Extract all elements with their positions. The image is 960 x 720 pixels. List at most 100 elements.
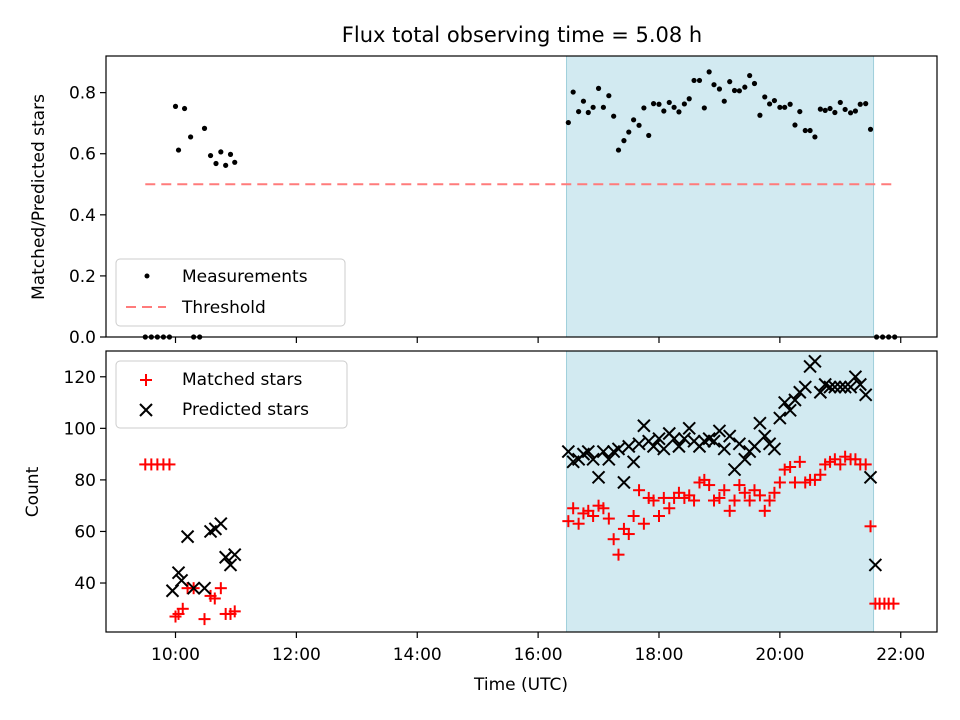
figure-title: Flux total observing time = 5.08 h — [342, 23, 702, 47]
matched-stars-point — [652, 509, 665, 522]
measurement-point — [736, 88, 742, 94]
matched-stars-point — [663, 502, 676, 515]
measurement-point — [650, 101, 657, 107]
bottom-legend: Matched stars Predicted stars — [115, 360, 348, 429]
x-tick-label: 18:00 — [634, 645, 683, 665]
matched-stars-point — [572, 517, 585, 530]
predicted-stars-point — [813, 385, 828, 399]
measurement-point — [181, 105, 188, 112]
matched-stars-point — [597, 502, 610, 515]
matched-stars-point — [707, 494, 720, 507]
matched-stars-point — [169, 610, 182, 623]
predicted-stars-point — [667, 431, 681, 446]
y-tick-label: 0.6 — [69, 145, 96, 165]
matched-stars-point — [208, 592, 221, 605]
y-tick-label: 120 — [64, 368, 96, 388]
measurement-point — [201, 125, 208, 131]
measurement-point — [686, 96, 692, 102]
measurement-point — [711, 82, 717, 88]
measurement-point — [611, 113, 617, 119]
measurement-point — [742, 84, 748, 90]
predicted-stars-point — [682, 421, 696, 436]
measurement-point — [646, 132, 652, 139]
measurement-point — [706, 69, 712, 75]
matched-stars-point — [778, 463, 791, 476]
measurement-point — [863, 101, 869, 107]
predicted-stars-point — [838, 380, 852, 394]
legend-measurements-marker — [144, 273, 150, 279]
measurement-point — [615, 147, 622, 153]
y-tick-label: 0.0 — [69, 328, 96, 348]
predicted-stars-point — [798, 380, 812, 394]
y-tick-label: 80 — [74, 471, 96, 491]
x-tick-label: 10:00 — [151, 645, 200, 665]
top-legend: Measurements Threshold — [115, 258, 346, 327]
matched-stars-point — [828, 453, 841, 466]
measurement-point — [232, 159, 238, 165]
matched-stars-point — [788, 476, 801, 489]
measurement-point — [701, 105, 707, 111]
predicted-stars-point — [767, 442, 782, 456]
measurement-point — [766, 101, 773, 107]
predicted-stars-point — [214, 517, 228, 531]
measurement-point — [172, 103, 179, 109]
predicted-stars-point — [823, 380, 837, 394]
bottom-observing-span — [566, 350, 875, 633]
y-tick-label: 0.2 — [69, 267, 96, 287]
top-y-axis-label: Matched/Predicted stars — [29, 94, 49, 300]
measurement-point — [787, 101, 793, 107]
predicted-stars-point — [171, 565, 186, 580]
matched-stars-point — [718, 484, 731, 497]
measurement-point — [867, 126, 874, 132]
matched-stars-point — [602, 512, 615, 525]
measurement-point — [223, 162, 229, 168]
matched-stars-point — [587, 509, 600, 522]
predicted-stars-point — [722, 429, 737, 443]
matched-stars-point — [176, 602, 189, 615]
measurement-point — [777, 104, 783, 110]
measurement-point — [641, 105, 647, 111]
measurement-point — [857, 101, 863, 107]
predicted-stars-point — [617, 475, 631, 490]
predicted-stars-point — [591, 470, 606, 485]
matched-stars-point — [713, 491, 726, 504]
matched-stars-point — [627, 509, 640, 522]
legend-measurements-label: Measurements — [182, 267, 308, 287]
predicted-stars-point — [843, 380, 858, 394]
predicted-stars-point — [174, 573, 189, 588]
measurement-point — [792, 122, 798, 128]
predicted-stars-point — [632, 437, 646, 451]
matched-stars-point — [834, 458, 847, 471]
predicted-stars-point — [788, 393, 802, 407]
measurement-point — [681, 101, 687, 107]
measurement-point — [580, 98, 587, 104]
matched-stars-point — [887, 597, 900, 610]
predicted-stars-point — [738, 452, 752, 466]
measurement-point — [771, 97, 778, 104]
top-legend-box — [115, 258, 346, 327]
measurement-point — [626, 129, 632, 135]
measurement-point — [812, 134, 818, 140]
bottom-legend-box — [115, 360, 348, 429]
matched-stars-point — [773, 476, 786, 489]
predicted-stars-point — [727, 462, 742, 477]
top-x-ticks — [174, 337, 902, 343]
matched-stars-point — [738, 486, 751, 499]
top-observing-span — [566, 55, 875, 338]
matched-stars-point — [763, 494, 776, 507]
predicted-stars-point — [717, 442, 731, 456]
measurement-point — [757, 112, 763, 118]
matched-stars-point — [723, 504, 736, 517]
predicted-stars-point — [596, 444, 611, 459]
matched-stars-point — [793, 455, 806, 468]
predicted-stars-point — [197, 581, 212, 595]
predicted-stars-point — [677, 431, 692, 446]
measurement-point — [817, 106, 823, 112]
measurement-point — [807, 127, 813, 134]
bottom-x-axis-label: Time (UTC) — [473, 675, 568, 695]
matched-stars-point — [703, 479, 716, 492]
matched-stars-point — [567, 502, 580, 515]
measurement-point — [585, 109, 591, 116]
predicted-stars-point — [753, 416, 767, 430]
